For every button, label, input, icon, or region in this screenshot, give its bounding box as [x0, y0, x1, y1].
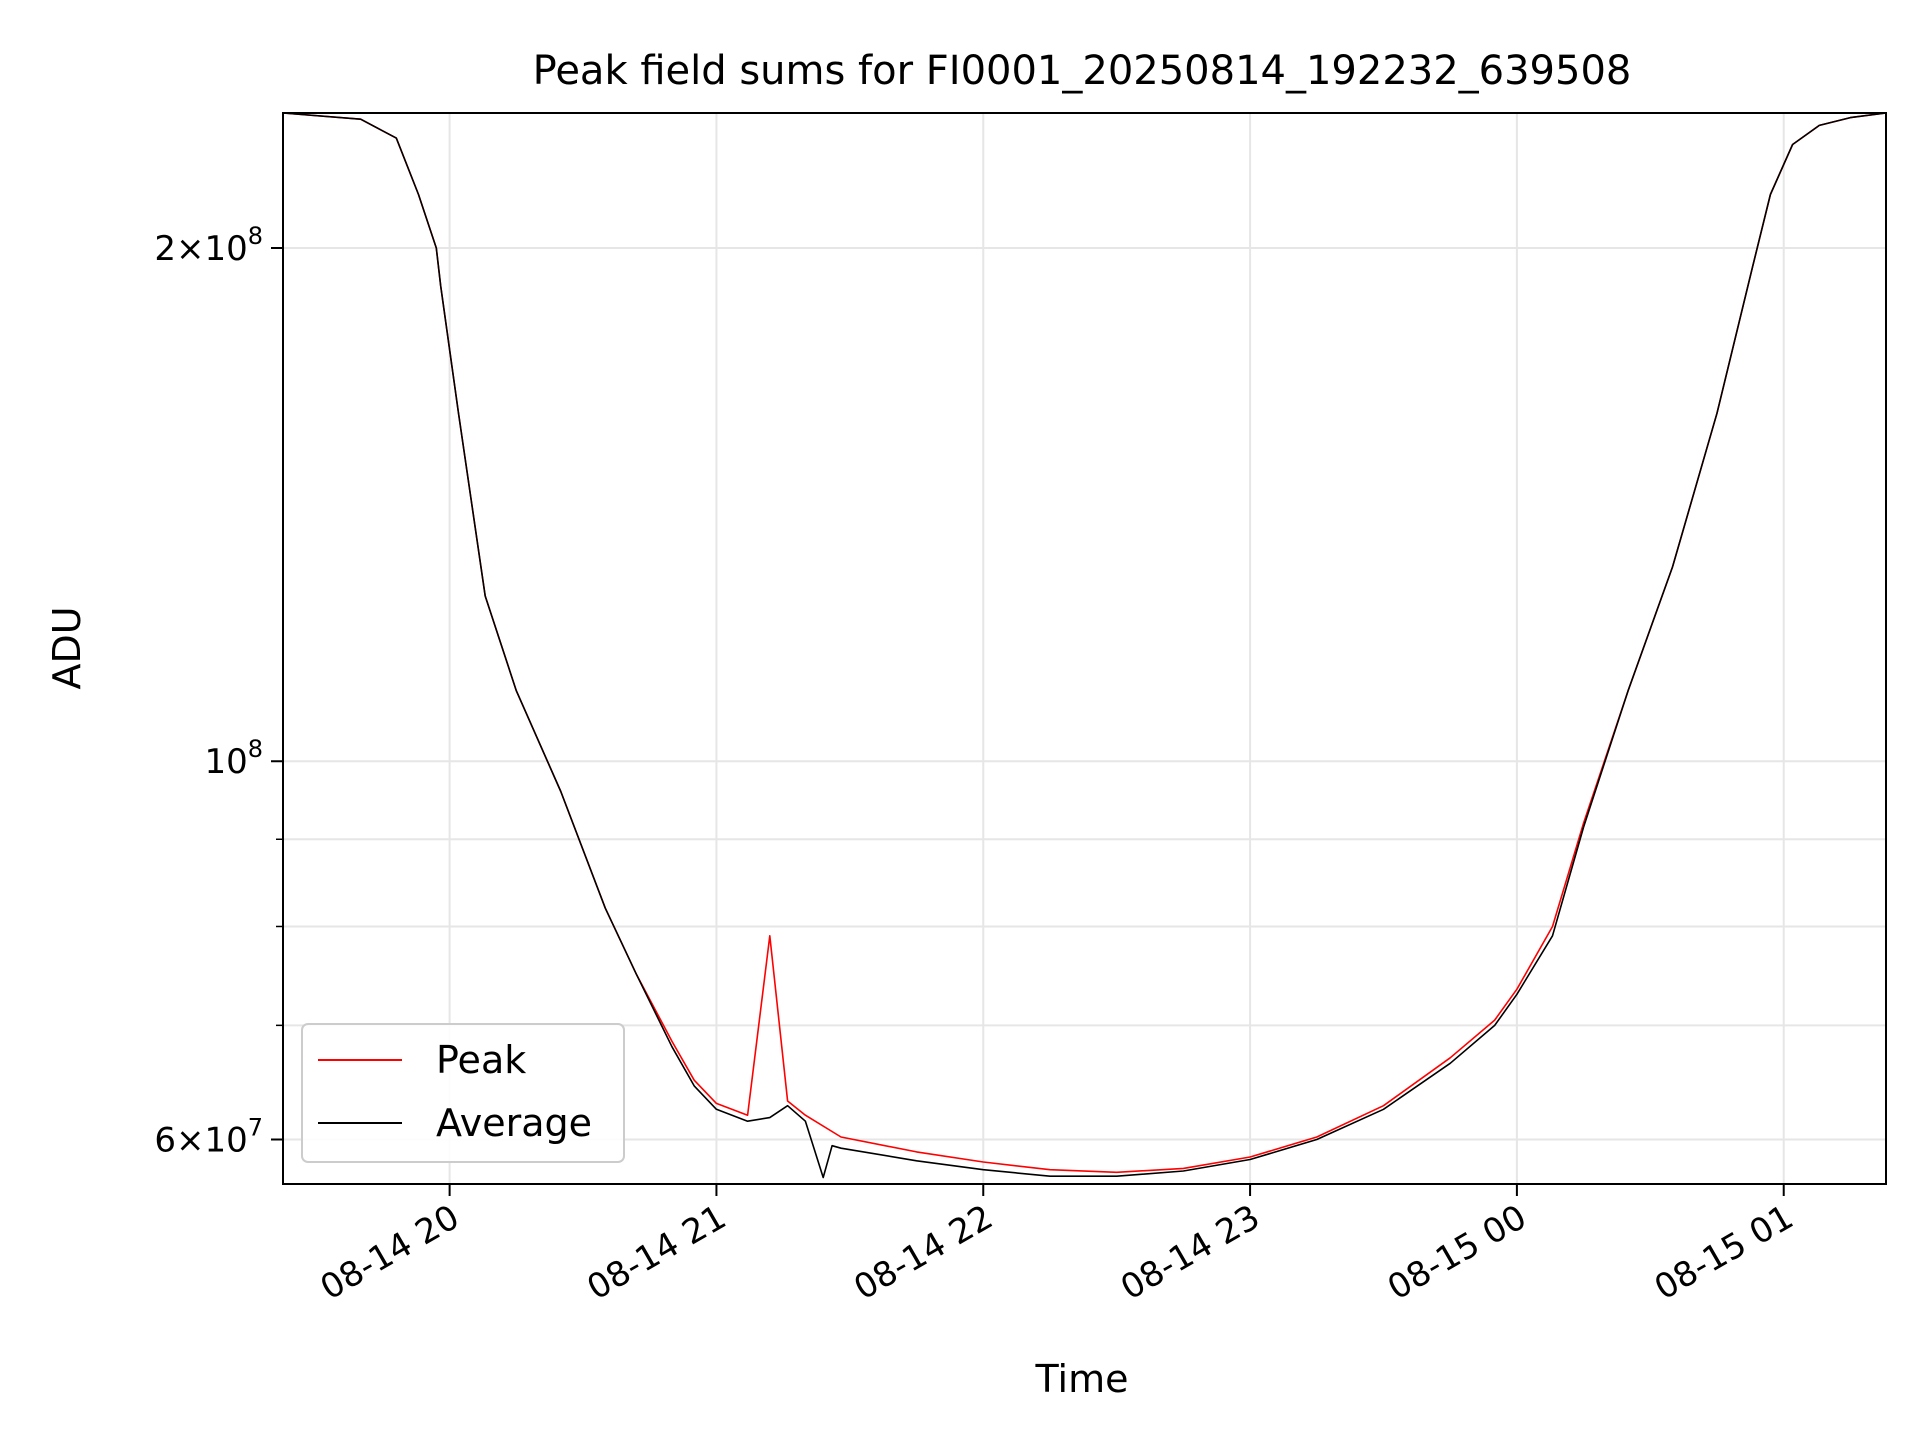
y-tick-label: 108	[204, 735, 263, 782]
series-layer	[282, 112, 1887, 1179]
legend-label-average: Average	[436, 1101, 592, 1145]
chart-title: Peak field sums for FI0001_20250814_1922…	[533, 48, 1632, 94]
legend-label-peak: Peak	[436, 1038, 526, 1082]
series-line-average	[282, 112, 1887, 1179]
legend: Peak Average	[301, 1023, 625, 1163]
x-axis-label: Time	[1035, 1357, 1129, 1401]
legend-box	[301, 1023, 625, 1163]
grid	[283, 113, 1886, 1184]
plot-frame	[282, 112, 1887, 1185]
y-axis-label: ADU	[45, 606, 89, 689]
y-tick-label: 2×108	[154, 222, 263, 269]
y-axis: 6×107 108 2×108	[154, 222, 283, 1160]
y-tick-label: 6×107	[154, 1113, 263, 1160]
